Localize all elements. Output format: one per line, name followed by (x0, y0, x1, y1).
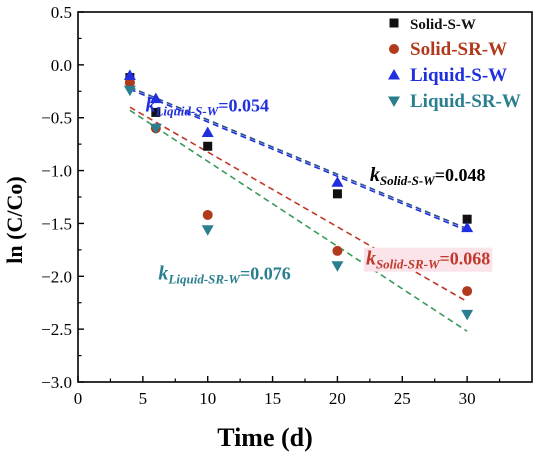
y-tick-label: 0.5 (51, 3, 72, 22)
data-point-solid-sr-w (462, 286, 473, 297)
y-tick-label: 0.0 (51, 56, 72, 75)
x-tick-label: 15 (264, 389, 281, 408)
x-tick-label: 20 (329, 389, 346, 408)
legend-label-liquid-sr-w: Liquid-SR-W (410, 91, 521, 112)
data-point-liquid-s-w (461, 221, 474, 233)
y-tick-label: −2.5 (41, 320, 72, 339)
y-tick-label: −3.0 (41, 373, 72, 392)
data-point-liquid-sr-w (149, 123, 162, 135)
x-tick-label: 10 (199, 389, 216, 408)
data-point-solid-sr-w (202, 209, 213, 220)
y-tick-label: −1.5 (41, 214, 72, 233)
y-tick-label: −0.5 (41, 109, 72, 128)
data-point-liquid-s-w (201, 126, 214, 138)
y-tick-label: −1.0 (41, 162, 72, 181)
x-tick-label: 30 (459, 389, 476, 408)
data-point-liquid-s-w (149, 92, 162, 104)
x-tick-label: 0 (74, 389, 83, 408)
legend-marker-liquid-sr-w (388, 96, 400, 107)
data-point-solid-s-w (332, 189, 342, 199)
data-point-liquid-s-w (123, 69, 136, 80)
y-axis-title: ln (C/Co) (2, 176, 27, 263)
data-point-liquid-sr-w (201, 225, 214, 236)
data-point-solid-s-w (462, 214, 472, 224)
fit-line-solid-s-w (129, 86, 468, 230)
rate-annotation: kSolid-SR-W=0.068 (366, 248, 490, 272)
data-point-liquid-sr-w (331, 261, 344, 272)
data-point-solid-s-w (151, 107, 161, 117)
legend-label-solid-sr-w: Solid-SR-W (410, 39, 507, 60)
legend-label-solid-s-w: Solid-S-W (410, 17, 476, 33)
annotation-highlight (363, 247, 493, 272)
data-point-liquid-s-w (331, 176, 344, 187)
legend-marker-liquid-s-w (388, 69, 400, 80)
data-point-liquid-sr-w (123, 85, 136, 97)
legend-marker-solid-sr-w (389, 44, 399, 54)
data-point-liquid-sr-w (461, 309, 474, 321)
x-tick-label: 5 (139, 389, 148, 408)
rate-annotation: kLiquid-SR-W=0.076 (158, 262, 290, 286)
data-point-solid-s-w (203, 141, 213, 151)
y-tick-label: −2.0 (41, 267, 72, 286)
x-axis-title: Time (d) (217, 423, 313, 452)
rate-annotation: kLiquid-S-W=0.054 (145, 94, 269, 118)
data-point-solid-sr-w (124, 77, 135, 88)
x-tick-label: 25 (394, 389, 411, 408)
legend-marker-solid-s-w (389, 18, 399, 28)
fit-line-liquid-sr-w (129, 109, 468, 332)
rate-annotation: kSolid-S-W=0.048 (370, 164, 486, 188)
fit-line-liquid-s-w (129, 88, 468, 232)
data-point-solid-sr-w (332, 245, 343, 256)
legend-label-liquid-s-w: Liquid-S-W (410, 65, 507, 86)
